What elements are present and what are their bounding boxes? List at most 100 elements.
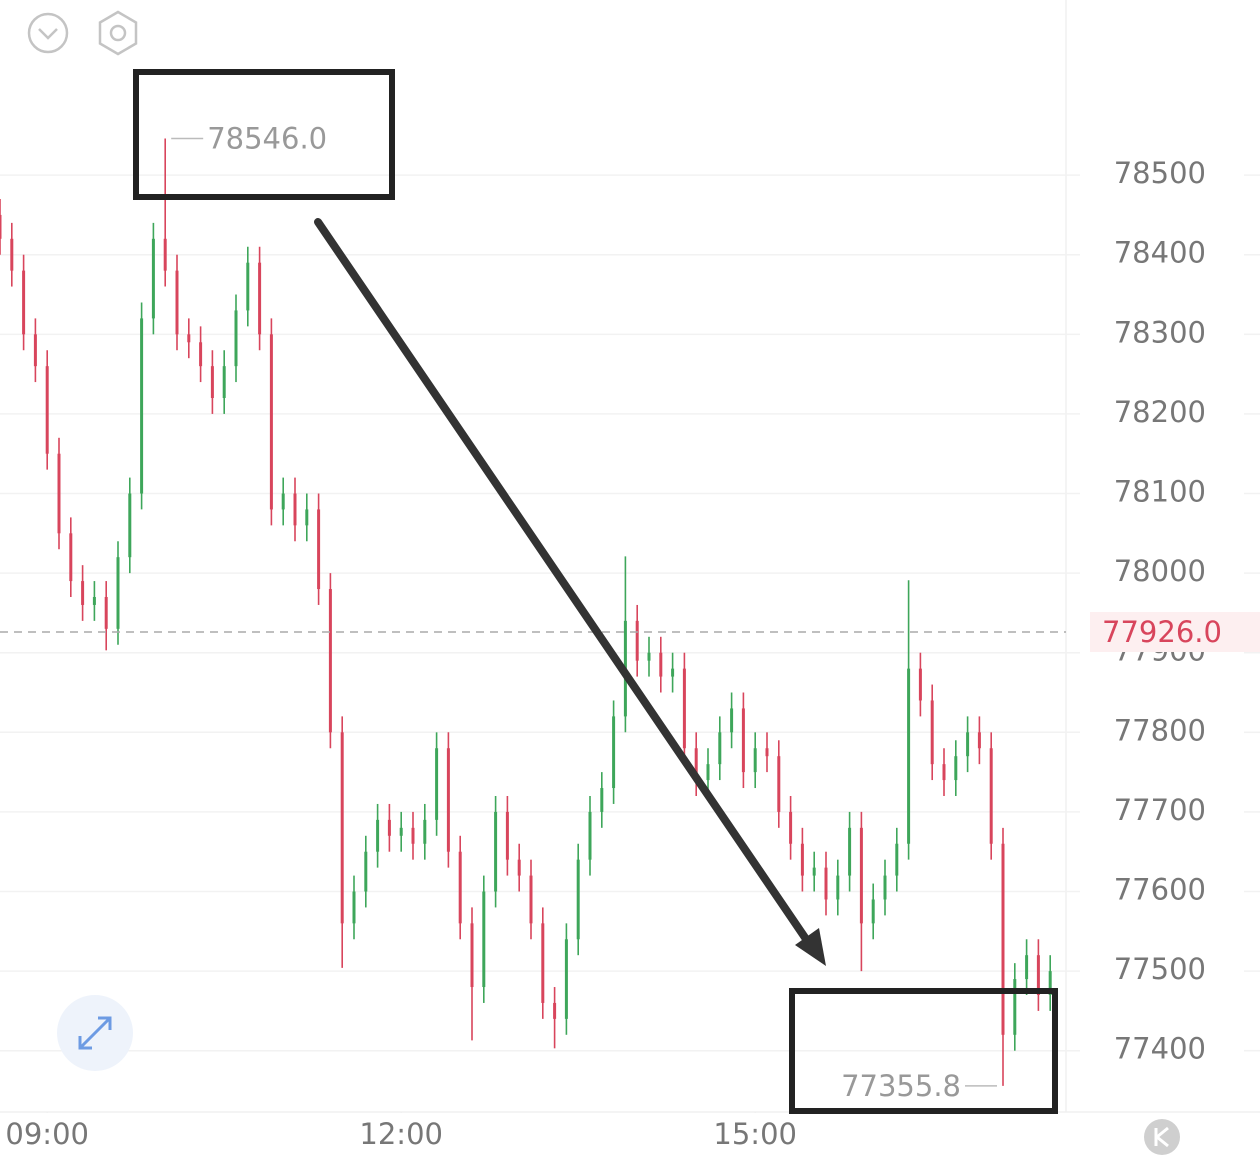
expand-button[interactable] <box>57 995 133 1071</box>
candle-body <box>895 843 899 876</box>
candle-body <box>340 732 344 924</box>
candle-body <box>470 923 474 988</box>
candle-body <box>317 509 321 590</box>
candle-body <box>92 596 96 605</box>
highlight-box <box>133 69 395 200</box>
candle-body <box>588 811 592 860</box>
arrow-line <box>314 218 812 946</box>
candle-body <box>647 652 651 661</box>
candle-body <box>966 732 970 757</box>
candle-body <box>789 811 793 844</box>
candle-body <box>128 493 132 558</box>
candle-body <box>1036 955 1040 995</box>
candle-body <box>187 334 191 343</box>
candle-body <box>104 596 108 629</box>
candle-body <box>859 827 863 924</box>
candle-body <box>848 827 852 876</box>
candle-body <box>671 668 675 677</box>
candle-body <box>199 342 203 367</box>
candle-body <box>1013 979 1017 1035</box>
last-price-label: 77926.0 <box>1102 615 1222 649</box>
y-tick-label: 78100 <box>1114 475 1206 509</box>
candle-body <box>458 851 462 924</box>
candle-body <box>10 238 14 271</box>
candle-body <box>364 851 368 892</box>
y-tick-label: 77700 <box>1114 793 1206 827</box>
y-tick-label: 77600 <box>1114 873 1206 907</box>
candle-body <box>234 310 238 367</box>
candle-body <box>553 1002 557 1019</box>
candle-body <box>0 214 2 239</box>
candle-body <box>529 875 533 924</box>
arrow-head <box>795 928 826 966</box>
candle-body <box>387 819 391 836</box>
y-tick-label: 78200 <box>1114 395 1206 429</box>
candle-body <box>954 756 958 781</box>
candle-body <box>541 923 545 1003</box>
candle-body <box>411 827 415 844</box>
min-marker-label: 77355.8 <box>841 1069 961 1103</box>
x-tick-label: 09:00 <box>5 1117 89 1151</box>
candle-body <box>293 493 297 526</box>
candle-body <box>81 581 85 605</box>
candle-body <box>175 270 179 335</box>
x-tick-label: 12:00 <box>359 1117 443 1151</box>
candle-body <box>140 318 144 494</box>
last-price-badge <box>1090 612 1260 653</box>
candle-body <box>435 748 439 820</box>
candle-body <box>494 811 498 892</box>
candle-body <box>517 859 521 876</box>
max-marker-label: 78546.0 <box>207 122 327 156</box>
settings-button[interactable] <box>98 10 138 56</box>
candle-body <box>612 716 616 789</box>
candle-body <box>328 589 332 733</box>
candle-body <box>836 875 840 900</box>
dropdown-button[interactable] <box>27 12 69 54</box>
candle-body <box>918 668 922 701</box>
y-tick-label: 77500 <box>1114 952 1206 986</box>
candle-body <box>930 700 934 765</box>
candle-body <box>659 652 663 677</box>
candle-body <box>269 334 273 510</box>
candle-body <box>977 732 981 749</box>
candle-body <box>1048 971 1052 995</box>
candle-body <box>907 668 911 844</box>
candle-body <box>576 859 580 940</box>
candle-body <box>730 708 734 733</box>
y-tick-label: 78300 <box>1114 315 1206 349</box>
candle-body <box>423 819 427 844</box>
candle-body <box>399 827 403 836</box>
candle-body <box>682 668 686 749</box>
candle-body <box>989 748 993 844</box>
candle-body <box>22 270 26 335</box>
candle-body <box>210 366 214 398</box>
candle-body <box>600 788 604 812</box>
y-tick-label: 77400 <box>1114 1032 1206 1066</box>
y-tick-label: 78400 <box>1114 236 1206 270</box>
candle-body <box>706 764 710 781</box>
candle-body <box>151 238 155 319</box>
candle-body <box>765 748 769 757</box>
candle-body <box>57 453 61 534</box>
highlight-box <box>789 988 1058 1114</box>
candle-body <box>942 764 946 781</box>
candle-body <box>352 891 356 924</box>
candle-body <box>116 557 120 629</box>
candle-body <box>446 748 450 852</box>
candle-body <box>281 493 285 510</box>
candle-body <box>376 819 380 852</box>
candle-body <box>1001 843 1005 1035</box>
candle-body <box>800 843 804 876</box>
candle-body <box>694 748 698 781</box>
candle-body <box>505 811 509 860</box>
candle-body <box>1025 955 1029 980</box>
candle-body <box>635 620 639 661</box>
candle-body <box>305 509 309 526</box>
candle-body <box>741 708 745 773</box>
kline-button[interactable] <box>1144 1119 1180 1155</box>
y-tick-label: 78000 <box>1114 554 1206 588</box>
candle-body <box>883 875 887 900</box>
